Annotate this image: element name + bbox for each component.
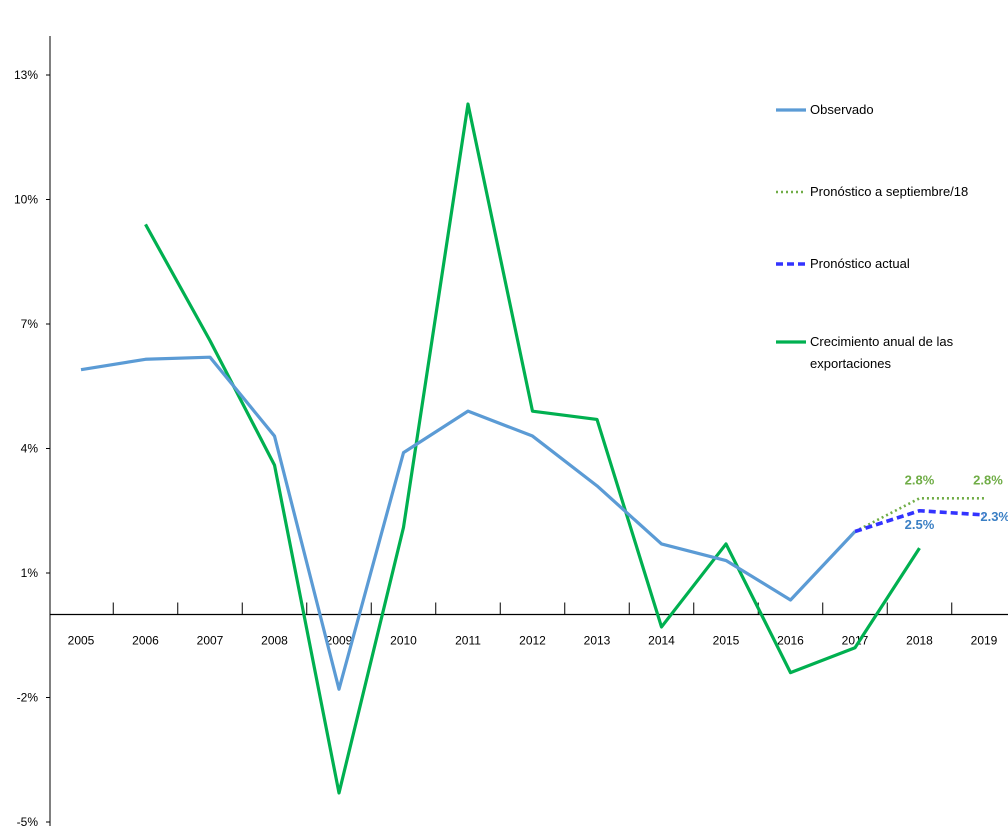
x-tick-label: 2005 (68, 634, 95, 648)
x-tick-label: 2016 (777, 634, 804, 648)
y-tick-label: 7% (21, 317, 39, 331)
legend-label-3: Crecimiento anual de las exportaciones (810, 334, 954, 371)
y-tick-label: -2% (17, 691, 39, 705)
x-tick-label: 2015 (713, 634, 740, 648)
data-label: 2.8% (905, 472, 935, 487)
x-tick-label: 2006 (132, 634, 159, 648)
y-tick-label: 13% (14, 68, 38, 82)
x-tick-label: 2013 (584, 634, 611, 648)
data-label: 2.5% (905, 517, 935, 532)
x-tick-label: 2007 (197, 634, 224, 648)
legend-label-0: Observado (810, 102, 874, 117)
data-label: 2.3% (980, 509, 1008, 524)
legend-label-1: Pronóstico a septiembre/18 (810, 184, 968, 199)
x-tick-label: 2009 (326, 634, 353, 648)
series-line-1 (854, 496, 984, 533)
x-tick-label: 2019 (971, 634, 998, 648)
chart-legend: Observado Pronóstico a septiembre/18 Pronó… (776, 102, 968, 371)
x-tick-label: 2008 (261, 634, 288, 648)
chart-axes: 13% 10% 7% 4% 1% -2% -5% 2005 2006 2007 2008 2009 20… (14, 36, 1008, 829)
chart-data-labels: 2.8% 2.8% 2.5% 2.3% (905, 472, 1008, 531)
y-tick-label: 4% (21, 442, 39, 456)
chart-series (80, 102, 985, 795)
data-label: 2.8% (973, 472, 1003, 487)
x-tick-label: 2018 (906, 634, 933, 648)
y-tick-label: 1% (21, 566, 39, 580)
legend-label-2: Pronóstico actual (810, 256, 910, 271)
x-tick-label: 2014 (648, 634, 675, 648)
x-tick-label: 2010 (390, 634, 417, 648)
series-line-3 (144, 102, 921, 795)
y-tick-label: -5% (17, 815, 39, 829)
y-tick-label: 10% (14, 193, 38, 207)
series-line-2 (854, 508, 985, 534)
series-line-0 (80, 355, 857, 691)
x-tick-label: 2012 (519, 634, 546, 648)
x-tick-label: 2011 (455, 634, 481, 648)
